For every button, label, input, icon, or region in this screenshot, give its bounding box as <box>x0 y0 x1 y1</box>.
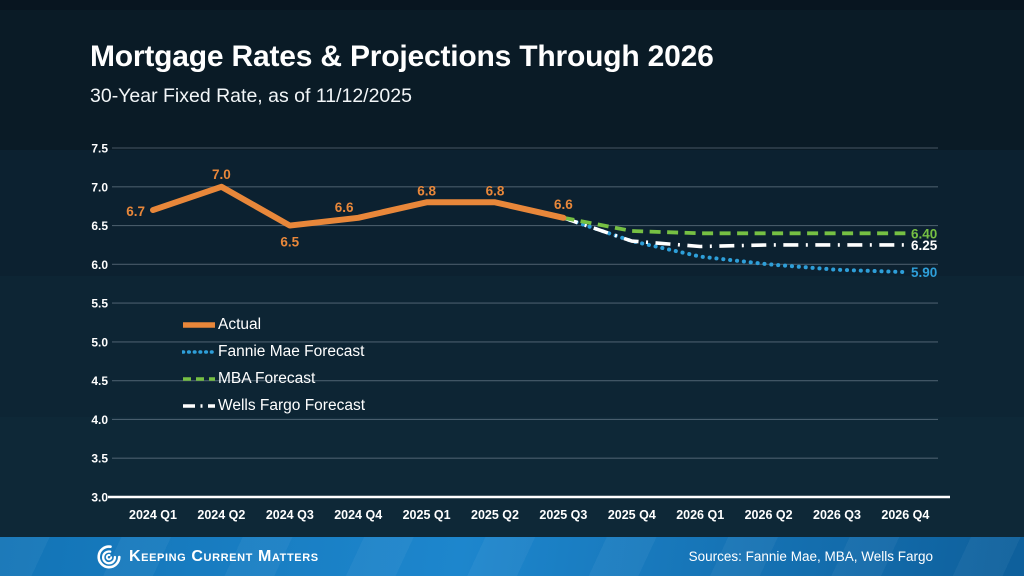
x-tick-label: 2024 Q4 <box>334 508 382 522</box>
y-tick-label: 3.0 <box>91 491 108 505</box>
x-axis-labels: 2024 Q1 2024 Q2 2024 Q3 2024 Q4 2025 Q1 2025 … <box>129 508 929 522</box>
data-label: 7.0 <box>212 167 231 182</box>
end-label-fannie-mae-forecast: 5.90 <box>911 265 937 280</box>
brand-logo: Keeping Current Matters <box>96 537 319 576</box>
y-tick-label: 7.0 <box>91 180 108 194</box>
legend-label: Wells Fargo Forecast <box>218 396 366 414</box>
data-label: 6.7 <box>126 204 145 219</box>
y-tick-label: 4.5 <box>91 374 108 388</box>
x-tick-label: 2024 Q1 <box>129 508 177 522</box>
legend-swatch-dashed-line-icon <box>183 376 215 381</box>
kcm-spiral-logo-icon <box>97 544 121 568</box>
x-tick-label: 2025 Q2 <box>471 508 519 522</box>
y-axis-labels: 7.5 7.0 6.5 6.0 5.5 5.0 4.5 4.0 3.5 3.0 <box>91 142 108 505</box>
series-line-fannie-mae-forecast <box>561 215 908 275</box>
legend-swatch-dotted-line-icon <box>182 349 216 354</box>
data-label: 6.8 <box>486 183 505 198</box>
legend-item-actual: Actual <box>182 311 365 338</box>
legend-label: Fannie Mae Forecast <box>218 342 365 360</box>
data-label: 6.5 <box>280 235 299 250</box>
data-label: 6.8 <box>417 183 436 198</box>
x-tick-label: 2024 Q2 <box>197 508 245 522</box>
legend-item-mba-forecast: MBA Forecast <box>182 365 365 392</box>
y-tick-label: 6.5 <box>91 219 108 233</box>
series-line-mba-forecast <box>563 215 906 236</box>
forecast-end-labels: 5.90 6.406.25 <box>911 226 938 280</box>
legend-swatch-dashdot-line-icon <box>183 403 215 408</box>
legend-label: Actual <box>218 315 262 333</box>
data-label: 6.6 <box>335 200 354 215</box>
footer-bar: Keeping Current Matters Sources: Fannie … <box>0 537 1024 576</box>
page-subtitle: 30-Year Fixed Rate, as of 11/12/2025 <box>90 85 412 107</box>
data-label: 6.6 <box>554 197 573 212</box>
legend-swatch-solid-line-icon <box>183 321 215 328</box>
end-label-wells-fargo-forecast: 6.25 <box>911 238 938 253</box>
legend-label: MBA Forecast <box>218 369 316 387</box>
y-tick-label: 7.5 <box>91 142 108 156</box>
series-line-actual <box>150 183 567 229</box>
legend-item-wells-fargo-forecast: Wells Fargo Forecast <box>182 392 365 419</box>
y-tick-label: 3.5 <box>91 452 108 466</box>
x-tick-label: 2026 Q3 <box>813 508 861 522</box>
actual-point-labels: 6.7 7.0 6.5 6.6 6.8 6.8 6.6 <box>126 167 573 250</box>
x-tick-label: 2025 Q4 <box>608 508 656 522</box>
y-tick-label: 5.0 <box>91 335 108 349</box>
x-tick-label: 2026 Q2 <box>745 508 793 522</box>
legend-item-fannie-mae-forecast: Fannie Mae Forecast <box>182 338 365 365</box>
y-tick-label: 5.5 <box>91 297 108 311</box>
brand-name: Keeping Current Matters <box>129 547 319 565</box>
page-title: Mortgage Rates & Projections Through 202… <box>90 40 714 73</box>
y-tick-label: 6.0 <box>91 258 108 272</box>
x-tick-label: 2025 Q3 <box>539 508 587 522</box>
x-tick-label: 2026 Q1 <box>676 508 724 522</box>
y-tick-label: 4.0 <box>91 413 108 427</box>
series-line-wells-fargo-forecast <box>562 216 906 249</box>
x-tick-label: 2026 Q4 <box>881 508 929 522</box>
x-tick-label: 2024 Q3 <box>266 508 314 522</box>
gridlines <box>108 147 950 499</box>
end-label-mba-forecast: 6.40 <box>911 226 937 241</box>
sources-text: Sources: Fannie Mae, MBA, Wells Fargo <box>688 549 933 564</box>
x-tick-label: 2025 Q1 <box>403 508 451 522</box>
chart-legend: Actual Fannie Mae Forecast MBA Forecast Wel… <box>182 311 365 419</box>
